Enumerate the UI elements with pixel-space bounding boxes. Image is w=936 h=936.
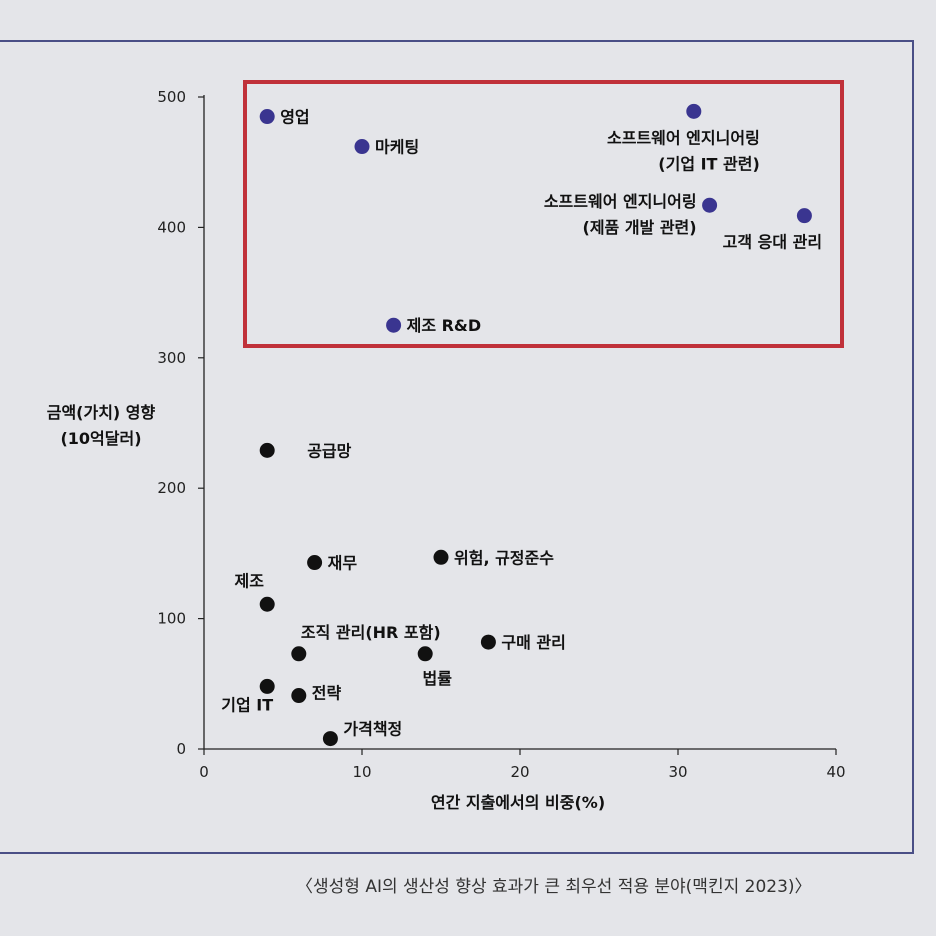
point-label: 가격책정 [343,720,402,739]
y-tick-label: 300 [157,349,186,367]
y-axis-title: 금액(가치) 영향 [47,403,156,422]
point-label: 고객 응대 관리 [723,233,822,252]
x-tick-label: 10 [352,763,371,781]
y-tick-label: 400 [157,218,186,236]
data-point [291,646,307,662]
data-point [433,549,449,565]
data-point [259,678,275,694]
highlight-box [243,80,844,348]
point-label: 전략 [312,684,342,703]
data-point [702,197,718,213]
x-tick-label: 40 [826,763,845,781]
point-label: 소프트웨어 엔지니어링 [544,192,697,211]
data-point [386,317,402,333]
point-label: (제품 개발 관련) [583,218,697,237]
y-tick-label: 100 [157,610,186,628]
data-point [686,103,702,119]
x-tick-label: 30 [668,763,687,781]
data-point [259,596,275,612]
data-point [291,688,307,704]
data-point [322,731,338,747]
figure-frame [0,40,914,854]
x-tick-label: 20 [510,763,529,781]
point-label: 구매 관리 [501,633,565,652]
point-label: 공급망 [307,441,351,460]
data-point [307,555,323,571]
data-point [417,646,433,662]
point-label: (기업 IT 관련) [658,154,760,173]
point-label: 법률 [422,669,452,688]
figure-caption: 〈생성형 AI의 생산성 향상 효과가 큰 최우선 적용 분야(맥킨지 2023… [296,877,812,897]
point-label: 제조 R&D [407,316,482,335]
data-point [480,634,496,650]
data-point [796,208,812,224]
x-tick-label: 0 [199,763,209,781]
point-label: 영업 [280,108,309,127]
point-label: 소프트웨어 엔지니어링 [607,128,760,147]
point-label: 기업 IT [221,695,273,714]
point-label: 조직 관리(HR 포함) [301,623,441,642]
y-tick-label: 500 [157,88,186,106]
point-label: 제조 [234,571,264,590]
point-label: 위험, 규정준수 [454,548,554,567]
data-point [259,442,275,458]
point-label: 마케팅 [375,138,419,157]
y-tick-label: 200 [157,479,186,497]
y-tick-label: 0 [176,740,186,758]
data-point [259,109,275,125]
point-label: 재무 [328,554,358,573]
x-axis-title: 연간 지출에서의 비중(%) [431,793,605,812]
y-axis-title: (10억달러) [60,429,141,448]
data-point [354,139,370,155]
